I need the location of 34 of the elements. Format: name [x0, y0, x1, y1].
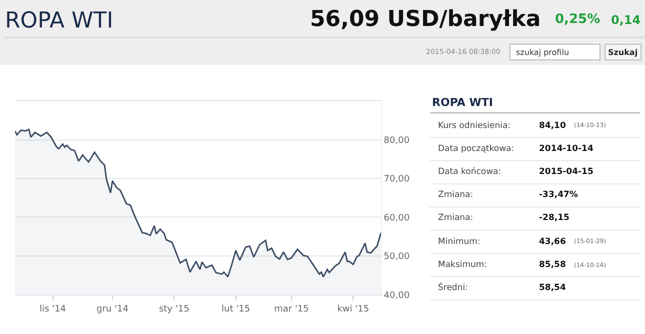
x-tick-label: gru '14 — [96, 304, 129, 314]
y-tick-label: 40,00 — [384, 290, 410, 301]
text: -33,47% — [539, 190, 578, 200]
text: 58,54 — [539, 283, 566, 293]
text: 0,14 — [611, 13, 641, 27]
text: 85,58 — [539, 260, 566, 270]
text: 0,25% — [555, 12, 600, 27]
y-tick-label: 60,00 — [384, 213, 410, 224]
text: Średni: — [438, 282, 468, 293]
y-tick-label: 50,00 — [384, 252, 410, 262]
text: -28,15 — [539, 213, 570, 223]
x-tick-label: sty '15 — [158, 304, 190, 314]
x-tick-label: mar '15 — [274, 304, 309, 314]
y-tick-label: 70,00 — [384, 174, 410, 185]
text: Zmiana: — [438, 213, 474, 223]
y-tick-label: 80,00 — [384, 136, 410, 146]
text: szukaj profilu — [516, 48, 570, 57]
text: 84,10 — [539, 121, 566, 131]
text: 2015-04-15 — [539, 167, 594, 177]
text: Szukaj — [608, 48, 638, 57]
text: Kurs odniesienia: — [438, 121, 511, 131]
text: Maksimum: — [438, 260, 488, 270]
chart-title: ROPA WTI — [5, 8, 114, 34]
text: 2014-10-14 — [539, 144, 594, 154]
text: Zmiana: — [438, 190, 474, 200]
text: Data początkowa: — [438, 144, 514, 154]
text: 43,66 — [539, 237, 566, 247]
x-tick-label: lut '15 — [222, 304, 250, 314]
text: Data końcowa: — [438, 167, 502, 177]
x-tick-label: kwi '15 — [337, 304, 370, 314]
x-tick-label: lis '14 — [40, 304, 66, 314]
text: 56,09 USD/baryłka — [310, 7, 541, 32]
text: ROPA WTI — [432, 96, 493, 109]
text: Minimum: — [438, 237, 480, 247]
